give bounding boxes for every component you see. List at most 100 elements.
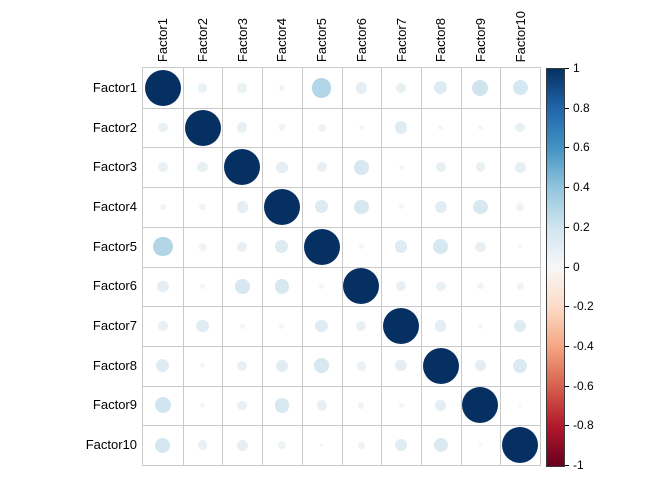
corr-dot — [398, 164, 404, 170]
corr-dot — [277, 441, 286, 450]
corr-dot — [319, 283, 325, 289]
grid-line-vertical — [222, 68, 223, 465]
grid-line-vertical — [302, 68, 303, 465]
legend-tick-mark — [565, 306, 569, 308]
column-label: Factor3 — [234, 17, 250, 62]
row-label: Factor3 — [92, 159, 137, 175]
column-label: Factor8 — [433, 17, 449, 62]
corr-dot — [311, 77, 332, 98]
legend-tick-label: -0.2 — [573, 299, 594, 314]
corr-dot — [200, 363, 206, 369]
column-label: Factor1 — [155, 17, 171, 62]
grid-line-vertical — [262, 68, 263, 465]
corr-dot — [237, 360, 248, 371]
corr-dot — [478, 443, 483, 447]
corr-dot — [473, 199, 488, 215]
corr-dot — [315, 200, 329, 214]
corr-dot — [435, 281, 446, 292]
corr-dot — [398, 204, 404, 210]
row-label: Factor6 — [92, 278, 137, 294]
corr-dot — [236, 439, 248, 451]
corr-dot — [198, 242, 207, 251]
row-label: Factor1 — [92, 79, 137, 95]
corr-dot — [518, 403, 522, 408]
corr-dot — [358, 125, 364, 131]
corr-dot — [516, 202, 525, 211]
legend-tick-label: -1 — [573, 458, 584, 472]
corr-dot — [513, 319, 527, 333]
corr-dot — [155, 437, 171, 453]
legend-tick-label: 0.4 — [573, 180, 590, 195]
corr-dot — [200, 283, 206, 289]
corr-dot-diagonal — [502, 427, 539, 464]
corr-dot — [355, 82, 368, 94]
corr-dot — [514, 161, 526, 173]
column-label: Factor2 — [195, 17, 211, 62]
row-label: Factor7 — [92, 318, 137, 334]
grid-line-horizontal — [143, 386, 540, 387]
corr-dot — [278, 84, 286, 91]
corr-dot — [159, 203, 166, 211]
legend-tick-mark — [565, 385, 569, 387]
corr-dot — [394, 438, 408, 452]
legend-tick-mark — [565, 226, 569, 228]
corr-dot — [395, 281, 407, 292]
column-label: Factor9 — [472, 17, 488, 62]
corr-dot — [239, 323, 245, 329]
corr-dot-diagonal — [462, 387, 499, 424]
legend-tick-mark — [565, 187, 569, 189]
corr-dot — [398, 402, 404, 408]
corr-dot — [314, 358, 330, 374]
corr-dot — [474, 360, 487, 372]
grid-line-horizontal — [143, 306, 540, 307]
correlation-grid — [142, 67, 541, 466]
corr-dot — [357, 441, 365, 449]
corr-dot — [156, 359, 170, 373]
corr-dot — [433, 239, 449, 255]
corr-dot — [316, 162, 327, 173]
grid-line-vertical — [342, 68, 343, 465]
corr-dot — [152, 236, 173, 257]
corr-dot — [435, 162, 446, 173]
column-label: Factor6 — [353, 17, 369, 62]
legend-tick-mark — [565, 147, 569, 149]
corr-dot — [276, 161, 288, 173]
corr-dot-diagonal — [383, 308, 420, 345]
grid-line-horizontal — [143, 267, 540, 268]
legend-tick-mark — [565, 68, 569, 69]
corr-dot — [395, 360, 407, 372]
corr-dot — [316, 400, 327, 411]
corr-dot — [157, 320, 168, 332]
corr-dot — [434, 200, 447, 213]
legend-tick-label: 0.6 — [573, 140, 590, 155]
grid-line-vertical — [461, 68, 462, 465]
corr-dot — [278, 124, 286, 131]
corr-dot — [394, 240, 408, 253]
column-label: Factor4 — [274, 17, 290, 62]
legend-tick-label: 1 — [573, 61, 580, 75]
legend-tick-mark — [565, 266, 569, 268]
corr-dot — [435, 399, 447, 412]
legend-colorbar — [546, 68, 565, 467]
corr-dot — [477, 323, 483, 329]
corr-dot — [236, 201, 248, 213]
corr-dot — [197, 440, 208, 450]
legend-tick-label: 0.8 — [573, 100, 590, 115]
row-label: Factor8 — [92, 357, 137, 373]
corr-dot — [197, 83, 208, 93]
corr-dot-diagonal — [224, 149, 261, 186]
corr-dot — [197, 162, 208, 173]
row-label: Factor5 — [92, 238, 137, 254]
corr-dot — [154, 397, 171, 414]
corr-dot — [353, 159, 369, 175]
grid-line-horizontal — [143, 227, 540, 228]
corr-dot-diagonal — [303, 228, 340, 265]
row-label: Factor2 — [92, 119, 137, 135]
grid-line-horizontal — [143, 147, 540, 148]
corr-dot — [475, 241, 486, 252]
corr-dot — [237, 83, 247, 93]
legend-tick-mark — [565, 465, 569, 466]
corr-dot — [353, 199, 369, 215]
grid-line-horizontal — [143, 108, 540, 109]
legend-tick-label: -0.6 — [573, 378, 594, 393]
